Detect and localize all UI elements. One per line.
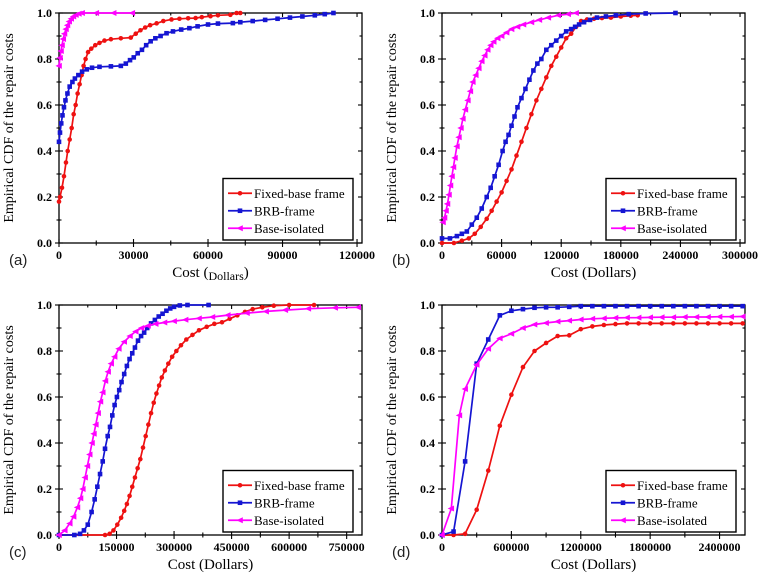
x-tick-label: 90000	[268, 248, 298, 262]
chart-b: 0 60000 120000 180000 240000 300000 0.0 0.2 0.4 0…	[385, 6, 758, 281]
y-tick-label: 0.8	[37, 344, 52, 358]
panel-d: 0 600000 1200000 1800000 2400000 0.0 0.2 0.4 0.6…	[383, 292, 766, 584]
legend: Fixed-base frame BRB-frame Base-isolated	[222, 469, 354, 533]
tick-labels: 0 600000 1200000 1800000 2400000 0.0 0.2 0.4 0.6…	[420, 298, 741, 554]
series-base-isolated	[438, 313, 746, 538]
y-tick-label: 0.6	[420, 390, 435, 404]
y-tick-label: 0.4	[420, 144, 435, 158]
y-tick-label: 0.6	[37, 98, 52, 112]
ticks	[438, 12, 745, 247]
x-tick-label: 60000	[487, 248, 517, 262]
panel-b: 0 60000 120000 180000 240000 300000 0.0 0.2 0.4 0…	[383, 0, 766, 292]
y-tick-label: 1.0	[420, 298, 435, 312]
legend-label-brb-frame: BRB-frame	[254, 495, 315, 510]
y-tick-label: 0.2	[37, 482, 52, 496]
x-tick-label: 0	[56, 540, 62, 554]
y-tick-label: 0.2	[37, 190, 52, 204]
x-tick-label: 1200000	[560, 540, 602, 554]
y-tick-label: 0.6	[37, 390, 52, 404]
tick-labels: 0 150000 300000 450000 600000 750000 0.0 0.2 0.4…	[37, 298, 365, 554]
legend-label-base-isolated: Base-isolated	[254, 513, 325, 528]
x-tick-label: 0	[56, 248, 62, 262]
legend-label-base-isolated: Base-isolated	[254, 221, 325, 236]
y-tick-label: 1.0	[37, 6, 52, 20]
chart-c: 0 150000 300000 450000 600000 750000 0.0 0.2 0.4…	[2, 298, 365, 573]
x-tick-label: 750000	[329, 540, 365, 554]
x-axis-label: Cost (Dollars)	[172, 265, 249, 283]
x-axis-label: Cost (Dollars)	[551, 265, 636, 281]
tick-labels: 0 30000 60000 90000 120000 0.0 0.2 0.4 0.6 0.8 1.0	[37, 6, 375, 262]
y-tick-label: 0.0	[37, 236, 52, 250]
series-brb-frame	[56, 10, 336, 145]
y-tick-label: 0.4	[37, 436, 52, 450]
x-tick-label: 150000	[99, 540, 135, 554]
chart-a: 0 30000 60000 90000 120000 0.0 0.2 0.4 0.6 0.8 1.0…	[2, 6, 375, 283]
y-tick-label: 0.2	[420, 482, 435, 496]
y-tick-label: 0.8	[37, 52, 52, 66]
x-axis-label: Cost (Dollars)	[168, 557, 253, 573]
legend-label-base-isolated: Base-isolated	[637, 513, 708, 528]
x-tick-label: 300000	[156, 540, 192, 554]
y-tick-label: 0.8	[420, 52, 435, 66]
y-tick-label: 0.0	[420, 528, 435, 542]
x-tick-label: 120000	[543, 248, 579, 262]
panel-label-c: (c)	[9, 544, 27, 561]
panel-label-d: (d)	[392, 544, 411, 561]
legend-label-fixed-base-frame: Fixed-base frame	[637, 186, 728, 201]
x-tick-label: 600000	[271, 540, 307, 554]
x-tick-label: 30000	[119, 248, 149, 262]
x-tick-label: 1800000	[629, 540, 671, 554]
y-axis-label: Empirical CDF of the repair costs	[2, 325, 17, 514]
legend-label-brb-frame: BRB-frame	[637, 495, 698, 510]
x-tick-label: 0	[439, 540, 445, 554]
tick-labels: 0 60000 120000 180000 240000 300000 0.0 0.2 0.4 0…	[420, 6, 758, 262]
legend-label-brb-frame: BRB-frame	[637, 203, 698, 218]
y-tick-label: 1.0	[37, 298, 52, 312]
series-brb-frame	[439, 303, 745, 538]
x-tick-label: 180000	[603, 248, 639, 262]
y-tick-label: 0.6	[420, 98, 435, 112]
series-fixed-base-frame	[56, 10, 243, 204]
series-base-isolated	[55, 10, 136, 69]
legend-label-brb-frame: BRB-frame	[254, 203, 315, 218]
legend: Fixed-base frame BRB-frame Base-isolated	[605, 177, 737, 241]
series-base-isolated	[55, 304, 361, 538]
y-axis-label: Empirical CDF of the repair costs	[2, 33, 17, 222]
y-tick-label: 0.4	[420, 436, 435, 450]
y-tick-label: 0.4	[37, 144, 52, 158]
x-axis-label: Cost (Dollars)	[551, 557, 636, 573]
x-tick-label: 600000	[493, 540, 529, 554]
legend-label-fixed-base-frame: Fixed-base frame	[637, 478, 728, 493]
x-tick-label: 450000	[214, 540, 250, 554]
panel-c: 0 150000 300000 450000 600000 750000 0.0 0.2 0.4…	[0, 292, 383, 584]
x-tick-label: 0	[439, 248, 445, 262]
panel-label-b: (b)	[392, 252, 411, 269]
legend-label-base-isolated: Base-isolated	[637, 221, 708, 236]
series-fixed-base-frame	[439, 13, 641, 246]
y-tick-label: 1.0	[420, 6, 435, 20]
y-axis-label: Empirical CDF of the repair costs	[385, 325, 400, 514]
chart-d: 0 600000 1200000 1800000 2400000 0.0 0.2 0.4 0.6…	[385, 298, 746, 573]
legend-label-fixed-base-frame: Fixed-base frame	[254, 186, 345, 201]
series-base-isolated	[439, 10, 579, 226]
panel-a: 0 30000 60000 90000 120000 0.0 0.2 0.4 0.6 0.8 1.0…	[0, 0, 383, 292]
x-tick-label: 60000	[193, 248, 223, 262]
y-tick-label: 0.0	[37, 528, 52, 542]
series-fixed-base-frame	[439, 321, 745, 538]
series-brb-frame	[439, 10, 678, 241]
legend: Fixed-base frame BRB-frame Base-isolated	[222, 177, 354, 241]
x-tick-label: 240000	[662, 248, 698, 262]
y-tick-label: 0.0	[420, 236, 435, 250]
y-axis-label: Empirical CDF of the repair costs	[385, 33, 400, 222]
y-tick-label: 0.2	[420, 190, 435, 204]
y-tick-label: 0.8	[420, 344, 435, 358]
x-tick-label: 300000	[722, 248, 758, 262]
legend-label-fixed-base-frame: Fixed-base frame	[254, 478, 345, 493]
legend: Fixed-base frame BRB-frame Base-isolated	[605, 469, 737, 533]
x-tick-label: 2400000	[699, 540, 741, 554]
x-tick-label: 120000	[339, 248, 375, 262]
panel-label-a: (a)	[9, 252, 28, 269]
